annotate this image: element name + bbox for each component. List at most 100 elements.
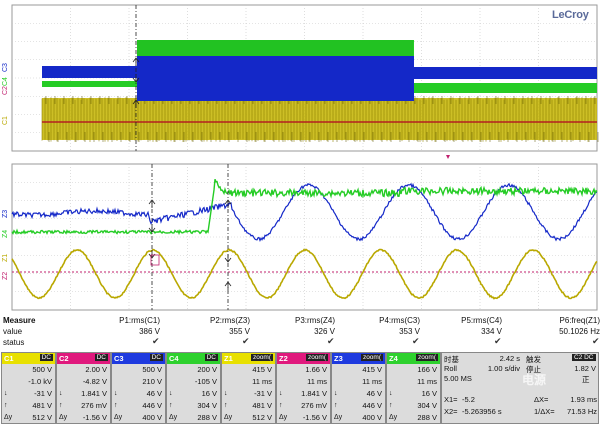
readout-value: 400 V bbox=[142, 413, 162, 422]
status-check-icon: ✔ bbox=[494, 336, 502, 346]
channel-readout: Δy -1.56 V bbox=[57, 412, 110, 424]
trigger-edge: 正 bbox=[582, 375, 590, 384]
channel-header: Z1 zoom( bbox=[222, 353, 275, 364]
readout-value: 210 V bbox=[142, 377, 162, 386]
readout-symbol: Δy bbox=[279, 414, 288, 421]
readout-symbol: Δy bbox=[114, 414, 123, 421]
channel-readout: Δy 400 V bbox=[112, 412, 165, 424]
channel-readout: 200 V bbox=[167, 364, 220, 376]
channel-readout: ↑ 446 V bbox=[112, 400, 165, 412]
channel-readout: 11 ms bbox=[387, 376, 440, 388]
channel-descriptor-c1[interactable]: C1 DC 500 V -1.0 kV ↓ -31 V ↑ 481 V Δy 512 V bbox=[1, 352, 56, 424]
trace-c1-band bbox=[42, 98, 597, 140]
trace-c4-before bbox=[42, 81, 137, 87]
trigger-level: 1.82 V bbox=[574, 364, 596, 373]
readout-value: -31 V bbox=[34, 389, 52, 398]
readout-value: 500 V bbox=[32, 365, 52, 374]
measure-table: Measure value status P1:rms(C1) 386 V ✔ P2:… bbox=[0, 314, 600, 354]
channel-readout: Δy -1.56 V bbox=[277, 412, 330, 424]
measure-param-name[interactable]: P5:rms(C4) bbox=[461, 316, 502, 325]
timebase-trigger-panel[interactable]: 时基 2.42 s Roll 1.00 s/div 5.00 MS 触发 C2 … bbox=[441, 352, 599, 424]
readout-value: 304 V bbox=[197, 401, 217, 410]
timebase-div: 1.00 s/div bbox=[487, 364, 520, 373]
lower-label-z3: Z3 bbox=[2, 210, 9, 218]
readout-symbol: ↑ bbox=[279, 402, 283, 409]
readout-symbol: ↓ bbox=[114, 390, 118, 397]
channel-readout: Δy 288 V bbox=[387, 412, 440, 424]
readout-value: 11 ms bbox=[362, 377, 382, 386]
watermark-text: 电源 bbox=[522, 373, 547, 387]
readout-value: 288 V bbox=[417, 413, 437, 422]
upper-label-c4: C4 bbox=[2, 77, 9, 86]
cursors[interactable] bbox=[132, 5, 232, 310]
channel-readout: ↑ 304 V bbox=[167, 400, 220, 412]
readout-value: 11 ms bbox=[307, 377, 327, 386]
channel-readout: 500 V bbox=[112, 364, 165, 376]
readout-symbol: Δy bbox=[4, 414, 13, 421]
timebase-label: 时基 bbox=[444, 355, 459, 364]
trace-c4-after bbox=[414, 83, 597, 93]
channel-coupling-tag: DC bbox=[94, 354, 108, 361]
readout-symbol: ↑ bbox=[59, 402, 63, 409]
channel-descriptor-c2[interactable]: C2 DC 2.00 V -4.82 V ↓ 1.841 V ↑ 276 mV Δy -1.56 … bbox=[56, 352, 111, 424]
cursor-arrow-up-icon bbox=[132, 57, 140, 66]
channel-header: Z3 zoom( bbox=[332, 353, 385, 364]
channel-name: C2 bbox=[59, 354, 69, 363]
measure-param-name[interactable]: P3:rms(Z4) bbox=[295, 316, 335, 325]
channel-readout: Δy 512 V bbox=[2, 412, 55, 424]
cursor-x1-value: -5.2 bbox=[462, 395, 475, 404]
channel-coupling-tag: DC bbox=[149, 354, 163, 361]
measure-param-name[interactable]: P4:rms(C3) bbox=[379, 316, 420, 325]
readout-value: -105 V bbox=[194, 377, 217, 386]
measure-param-name[interactable]: P6:freq(Z1) bbox=[559, 316, 600, 325]
lower-label-z4: Z4 bbox=[2, 230, 9, 238]
readout-value: 415 V bbox=[252, 365, 272, 374]
channel-descriptor-z2[interactable]: Z2 zoom(1.66 V 11 ms ↓ 1.841 V ↑ 276 mV Δy -1.56… bbox=[276, 352, 331, 424]
readout-symbol: Δy bbox=[224, 414, 233, 421]
trace-z4-signal bbox=[11, 178, 598, 236]
upper-label-c2: C2 bbox=[2, 86, 9, 95]
channel-coupling-tag: DC bbox=[204, 354, 218, 361]
channel-descriptor-z1[interactable]: Z1 zoom(415 V 11 ms ↓ -31 V ↑ 481 V Δy 512 V bbox=[221, 352, 276, 424]
readout-value: 446 V bbox=[362, 401, 382, 410]
readout-symbol: ↑ bbox=[389, 402, 393, 409]
readout-value: 46 V bbox=[146, 389, 162, 398]
measure-param-value: 50.1026 Hz bbox=[559, 327, 600, 336]
readout-symbol: ↑ bbox=[334, 402, 338, 409]
channel-readout: -1.0 kV bbox=[2, 376, 55, 388]
channel-name: C3 bbox=[114, 354, 124, 363]
cursor-x2-label: X2= bbox=[444, 407, 458, 416]
lower-traces bbox=[11, 178, 598, 300]
timebase-offset: 2.42 s bbox=[499, 354, 520, 363]
channel-coupling-tag: zoom( bbox=[250, 354, 273, 361]
readout-value: 11 ms bbox=[252, 377, 272, 386]
readout-value: 446 V bbox=[142, 401, 162, 410]
channel-descriptor-z4[interactable]: Z4 zoom(166 V 11 ms ↓ 16 V ↑ 304 V Δy 288 V bbox=[386, 352, 441, 424]
channel-readout: ↓ 16 V bbox=[167, 388, 220, 400]
readout-value: 481 V bbox=[32, 401, 52, 410]
channel-readout: 11 ms bbox=[332, 376, 385, 388]
readout-symbol: ↓ bbox=[224, 390, 228, 397]
channel-readout: ↑ 276 mV bbox=[277, 400, 330, 412]
readout-symbol: ↓ bbox=[4, 390, 8, 397]
channel-readout: ↓ 16 V bbox=[387, 388, 440, 400]
trace-c4-hatch bbox=[137, 40, 413, 56]
measure-param-name[interactable]: P1:rms(C1) bbox=[119, 316, 160, 325]
channel-readout: ↑ 446 V bbox=[332, 400, 385, 412]
channel-descriptor-z3[interactable]: Z3 zoom(415 V 11 ms ↓ 46 V ↑ 446 V Δy 400 V bbox=[331, 352, 386, 424]
channel-descriptor-c4[interactable]: C4 DC 200 V -105 V ↓ 16 V ↑ 304 V Δy 288 V bbox=[166, 352, 221, 424]
measure-param-name[interactable]: P2:rms(Z3) bbox=[210, 316, 250, 325]
readout-value: 512 V bbox=[252, 413, 272, 422]
cursor-arrow-down-icon bbox=[148, 224, 156, 233]
readout-value: -1.56 V bbox=[82, 413, 107, 422]
channel-readout: 415 V bbox=[332, 364, 385, 376]
trace-c3-before bbox=[42, 66, 137, 78]
cursor-x1-label: X1= bbox=[444, 395, 458, 404]
channel-header: C2 DC bbox=[57, 353, 110, 364]
channel-header: Z4 zoom( bbox=[387, 353, 440, 364]
channel-descriptor-c3[interactable]: C3 DC 500 V 210 V ↓ 46 V ↑ 446 V Δy 400 V bbox=[111, 352, 166, 424]
channel-readout: ↓ 1.841 V bbox=[57, 388, 110, 400]
readout-symbol: ↓ bbox=[389, 390, 393, 397]
trigger-position-marker[interactable] bbox=[446, 155, 450, 159]
